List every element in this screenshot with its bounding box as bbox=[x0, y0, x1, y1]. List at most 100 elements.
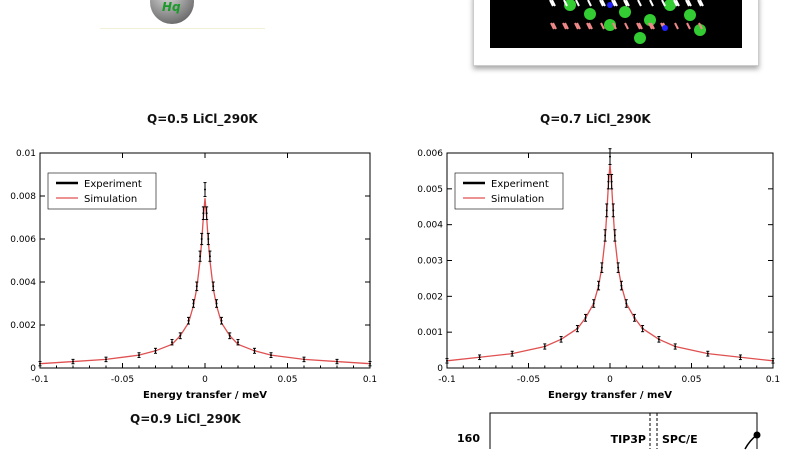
experiment-point bbox=[195, 285, 198, 288]
water-molecule bbox=[697, 0, 702, 7]
water-molecule bbox=[551, 0, 556, 7]
water-molecule bbox=[600, 22, 605, 30]
atom-chloride bbox=[684, 9, 696, 21]
x-axis-label: Energy transfer / meV bbox=[143, 390, 267, 401]
experiment-point bbox=[657, 338, 660, 341]
experiment-point bbox=[600, 266, 603, 269]
experiment-point bbox=[202, 212, 205, 215]
logo-text: Hq bbox=[162, 0, 181, 14]
water-molecule bbox=[638, 22, 643, 30]
experiment-point bbox=[605, 209, 608, 212]
y-tick-label: 0.001 bbox=[417, 328, 443, 338]
chart4-point bbox=[753, 431, 761, 439]
water-molecule bbox=[625, 0, 630, 7]
experiment-point bbox=[609, 155, 611, 158]
experiment-point bbox=[228, 334, 231, 337]
chart2-title: Q=0.7 LiCl_290K bbox=[540, 112, 651, 126]
water-molecule bbox=[587, 0, 592, 7]
logo-image bbox=[100, 0, 265, 29]
atom-chloride bbox=[634, 32, 646, 44]
y-tick-label: 0 bbox=[437, 364, 443, 374]
water-molecule bbox=[552, 22, 557, 30]
simulation-line bbox=[39, 198, 371, 365]
chart-water-models: 160 TIP3P SPC/E bbox=[457, 412, 761, 450]
atom-chloride bbox=[604, 19, 616, 31]
experiment-point bbox=[212, 285, 215, 288]
chart-q05: -0.1 -0.05 0 0.05 0.1 0 0.002 0.004 0.006 0.008 0.… bbox=[10, 149, 377, 401]
experiment-point bbox=[154, 349, 157, 352]
water-molecule bbox=[685, 0, 690, 7]
experiment-point bbox=[597, 284, 600, 287]
experiment-point bbox=[192, 302, 195, 305]
atom-chloride bbox=[564, 0, 576, 11]
experiment-point bbox=[612, 209, 615, 212]
atom-lithium bbox=[607, 2, 613, 8]
legend-box bbox=[47, 172, 157, 210]
experiment-point bbox=[560, 338, 563, 341]
experiment-point bbox=[576, 327, 579, 330]
experiment-point bbox=[625, 302, 628, 305]
x-tick-label: 0.1 bbox=[363, 375, 377, 385]
experiment-point bbox=[607, 180, 610, 183]
water-molecule bbox=[550, 22, 555, 30]
water-molecule bbox=[612, 22, 617, 30]
water-molecule bbox=[673, 0, 678, 7]
chart3-title: Q=0.9 LiCl_290K bbox=[130, 412, 241, 426]
water-molecule bbox=[648, 22, 653, 30]
water-molecule bbox=[563, 0, 568, 7]
experiment-point bbox=[237, 341, 239, 344]
water-molecule bbox=[686, 22, 691, 30]
x-tick-label: 0 bbox=[202, 375, 208, 385]
chart1-title: Q=0.5 LiCl_290K bbox=[147, 112, 258, 126]
y-tick-label: 0.003 bbox=[417, 257, 443, 267]
water-molecule bbox=[576, 22, 581, 30]
experiment-point bbox=[772, 359, 774, 362]
water-molecule bbox=[699, 0, 704, 7]
experiment-point bbox=[584, 316, 587, 319]
experiment-point bbox=[369, 362, 371, 365]
experiment-point bbox=[138, 354, 140, 357]
water-molecule bbox=[575, 0, 580, 7]
atom-chloride bbox=[644, 14, 656, 26]
experiment-point bbox=[604, 234, 607, 237]
y-tick-label: 0.006 bbox=[10, 235, 36, 245]
water-molecule bbox=[687, 0, 692, 7]
experiment-point bbox=[72, 360, 74, 363]
atom-chloride bbox=[694, 24, 706, 36]
x-tick-label: -0.05 bbox=[111, 375, 134, 385]
x-tick-label: -0.1 bbox=[31, 375, 49, 385]
x-tick-label: 0.05 bbox=[277, 375, 297, 385]
experiment-point bbox=[543, 345, 546, 348]
water-molecule bbox=[588, 22, 593, 30]
experiment-point bbox=[105, 358, 107, 361]
legend-label-simulation: Simulation bbox=[491, 194, 544, 205]
y-tick-label: 0.002 bbox=[10, 321, 36, 331]
water-molecule bbox=[611, 0, 616, 7]
experiment-point bbox=[215, 302, 218, 305]
experiment-point bbox=[208, 255, 211, 258]
water-molecule bbox=[675, 0, 680, 7]
experiment-point bbox=[39, 362, 41, 365]
experiment-point bbox=[179, 334, 182, 337]
y-tick-label: 0.006 bbox=[417, 149, 443, 159]
experiment-point bbox=[270, 354, 272, 357]
legend-label-simulation: Simulation bbox=[84, 194, 137, 205]
water-molecule bbox=[613, 0, 618, 7]
experiment-point bbox=[610, 180, 613, 183]
chart-q07: -0.1 -0.05 0 0.05 0.1 0 0.001 0.002 0.003 0.004 0.… bbox=[417, 148, 780, 401]
water-molecule bbox=[549, 0, 554, 7]
experiment-point bbox=[253, 349, 256, 352]
experiment-point bbox=[303, 358, 305, 361]
y-tick-label: 0.01 bbox=[16, 149, 36, 159]
legend-box bbox=[454, 172, 564, 210]
atom-chloride bbox=[584, 8, 596, 20]
y-tick-label: 0.005 bbox=[417, 185, 443, 195]
experiment-point bbox=[617, 266, 620, 269]
experiment-point bbox=[478, 356, 481, 359]
x-tick-label: 0 bbox=[607, 375, 613, 385]
atom-chloride bbox=[619, 6, 631, 18]
water-molecule bbox=[624, 22, 629, 30]
water-molecule bbox=[562, 22, 567, 30]
experiment-point bbox=[592, 302, 595, 305]
experiment-point bbox=[446, 359, 448, 362]
